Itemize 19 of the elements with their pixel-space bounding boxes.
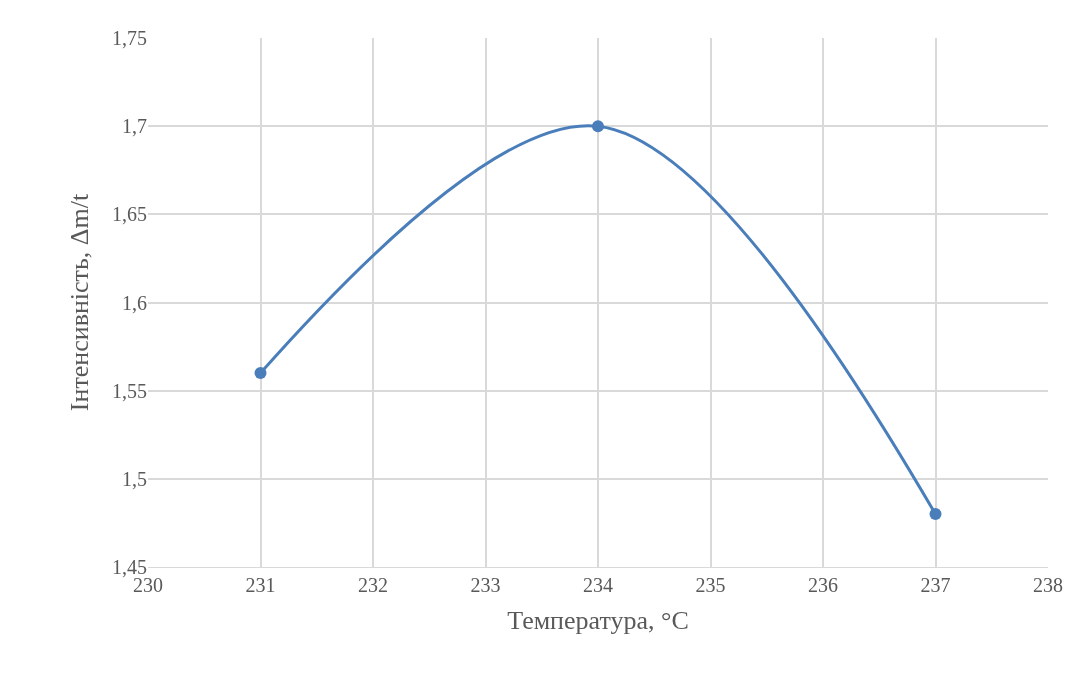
x-tick-label: 233 — [470, 574, 501, 596]
point — [254, 367, 267, 380]
x-tick-label: 231 — [245, 574, 276, 596]
x-tick-label: 234 — [583, 574, 613, 596]
point — [592, 120, 604, 133]
y-tick-label: 1,7 — [122, 115, 147, 138]
x-tick-label: 236 — [808, 574, 838, 596]
y-tick-label: 1,75 — [112, 27, 147, 49]
x-tick-label: 232 — [358, 574, 388, 596]
x-tick-label: 235 — [695, 574, 726, 596]
y-tick-label: 1,5 — [122, 467, 147, 490]
y-axis-title: Інтенсивність, Δm/t — [65, 193, 95, 412]
x-tick-label: 237 — [920, 574, 951, 596]
x-axis-title: Температура, °C — [507, 605, 689, 635]
x-tick-label: 238 — [1033, 574, 1063, 596]
y-tick-label: 1,55 — [112, 379, 147, 402]
y-tick-label: 1,6 — [122, 291, 147, 314]
point — [929, 508, 942, 521]
y-tick-label: 1,65 — [112, 203, 147, 226]
